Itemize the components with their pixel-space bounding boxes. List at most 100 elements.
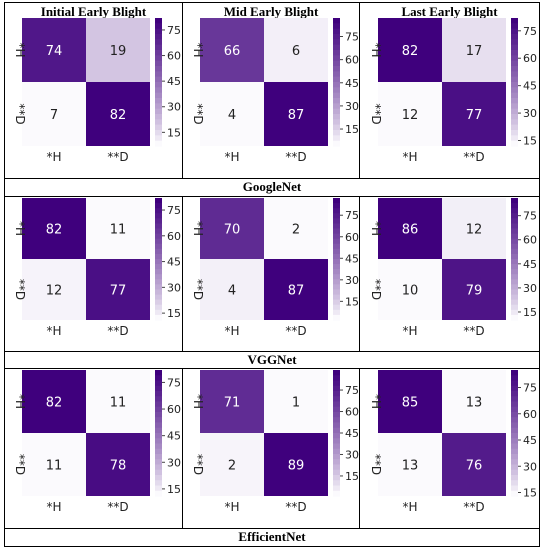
matrix-cell — [200, 198, 264, 259]
cell-value-label: 71 — [224, 396, 241, 411]
cell-value-label: 10 — [402, 284, 419, 299]
matrix-cell — [264, 198, 328, 259]
colorbar-segment — [511, 130, 518, 136]
colorbar-segment — [333, 203, 340, 209]
x-tick-label: **D — [463, 324, 484, 338]
divider-row-1a — [4, 178, 540, 179]
colorbar-segment — [333, 304, 340, 311]
colorbar-segment — [333, 213, 340, 219]
colorbar-tick-label: 75 — [523, 25, 537, 38]
colorbar-segment — [333, 385, 340, 392]
colorbar-tick-label: 30 — [167, 101, 181, 114]
colorbar-segment — [155, 391, 162, 397]
matrix-cell — [86, 198, 150, 259]
colorbar-segment — [333, 66, 340, 72]
colorbar-segment — [511, 417, 518, 424]
x-tick-label: *H — [46, 500, 61, 514]
colorbar-segment — [511, 253, 518, 260]
colorbar-segment — [155, 314, 162, 321]
colorbar-segment — [155, 44, 162, 51]
colorbar-segment — [511, 103, 518, 110]
colorbar-segment — [155, 55, 162, 62]
colorbar-segment — [333, 18, 340, 24]
colorbar-segment — [155, 108, 162, 115]
y-tick-label: *H — [191, 221, 205, 236]
confusion-matrix-vggnet-3: 86 12 10 79 *H **D *H **D 75 60 45 30 15 — [369, 198, 537, 338]
colorbar-tick-label: 30 — [523, 107, 537, 120]
y-tick-label: **D — [191, 103, 205, 124]
y-tick-label: **D — [13, 279, 27, 300]
colorbar-segment — [155, 103, 162, 110]
matrix-cell — [378, 370, 442, 433]
cell-value-label: 17 — [466, 44, 483, 59]
colorbar-segment — [155, 98, 162, 104]
matrix-cell — [86, 370, 150, 433]
divider-col-2 — [359, 196, 360, 351]
y-tick-label: *H — [369, 42, 383, 57]
confusion-matrix-efficientnet-2: 71 1 2 89 *H **D *H **D 75 60 45 30 15 — [191, 370, 359, 514]
colorbar-segment — [155, 454, 162, 460]
colorbar-segment — [333, 44, 340, 51]
colorbar-segment — [155, 264, 162, 270]
y-tick-label: *H — [13, 394, 27, 409]
colorbar-segment — [333, 71, 340, 78]
colorbar-tick-label: 30 — [167, 281, 181, 294]
divider-col-2 — [359, 2, 360, 178]
colorbar-tick-label: 75 — [167, 24, 181, 37]
cell-value-label: 4 — [228, 108, 236, 123]
colorbar-segment — [511, 28, 518, 35]
colorbar-segment — [333, 108, 340, 115]
colorbar-segment — [155, 28, 162, 35]
cell-value-label: 11 — [110, 223, 127, 238]
colorbar-segment — [155, 238, 162, 245]
y-tick-label: *H — [369, 394, 383, 409]
colorbar-segment — [333, 299, 340, 306]
colorbar-segment — [511, 243, 518, 250]
divider-row-3a — [4, 528, 540, 529]
colorbar-segment — [155, 119, 162, 126]
matrix-cell — [442, 370, 506, 433]
colorbar-segment — [155, 289, 162, 296]
colorbar-tick-label: 15 — [523, 306, 537, 319]
colorbar-segment — [155, 259, 162, 265]
colorbar-segment — [511, 208, 518, 214]
y-tick-label: *H — [191, 42, 205, 57]
cell-value-label: 11 — [110, 396, 127, 411]
confusion-matrix-efficientnet-3: 85 13 13 76 *H **D *H **D 75 60 45 30 15 — [369, 370, 537, 514]
colorbar-tick-label: 15 — [345, 470, 359, 483]
colorbar-tick-label: 60 — [167, 403, 181, 416]
colorbar-segment — [511, 108, 518, 115]
cell-value-label: 74 — [46, 44, 63, 59]
matrix-cell — [200, 259, 264, 320]
matrix-cell — [264, 370, 328, 433]
x-tick-label: **D — [463, 500, 484, 514]
cell-value-label: 89 — [288, 459, 305, 474]
colorbar-segment — [333, 92, 340, 99]
matrix-cell — [264, 18, 328, 82]
colorbar-tick-label: 60 — [523, 52, 537, 65]
x-tick-label: **D — [463, 150, 484, 164]
colorbar-segment — [511, 475, 518, 481]
colorbar-tick-label: 15 — [345, 123, 359, 136]
cell-value-label: 2 — [292, 223, 300, 238]
colorbar-segment — [155, 87, 162, 94]
cell-value-label: 85 — [402, 396, 419, 411]
colorbar-segment — [333, 443, 340, 450]
colorbar-segment — [155, 130, 162, 136]
confusion-matrix-vggnet-2: 70 2 4 87 *H **D *H **D 75 60 45 30 15 — [191, 198, 359, 338]
colorbar-segment — [333, 243, 340, 250]
colorbar-segment — [155, 370, 162, 376]
colorbar-segment — [511, 396, 518, 403]
x-tick-label: **D — [285, 500, 306, 514]
cell-value-label: 70 — [224, 223, 241, 238]
colorbar-segment — [155, 375, 162, 382]
matrix-cell — [442, 18, 506, 82]
matrix-cell — [86, 433, 150, 496]
colorbar-tick-label: 45 — [523, 80, 537, 93]
x-tick-label: *H — [46, 324, 61, 338]
colorbar-tick-label: 30 — [345, 274, 359, 287]
colorbar-segment — [333, 422, 340, 429]
